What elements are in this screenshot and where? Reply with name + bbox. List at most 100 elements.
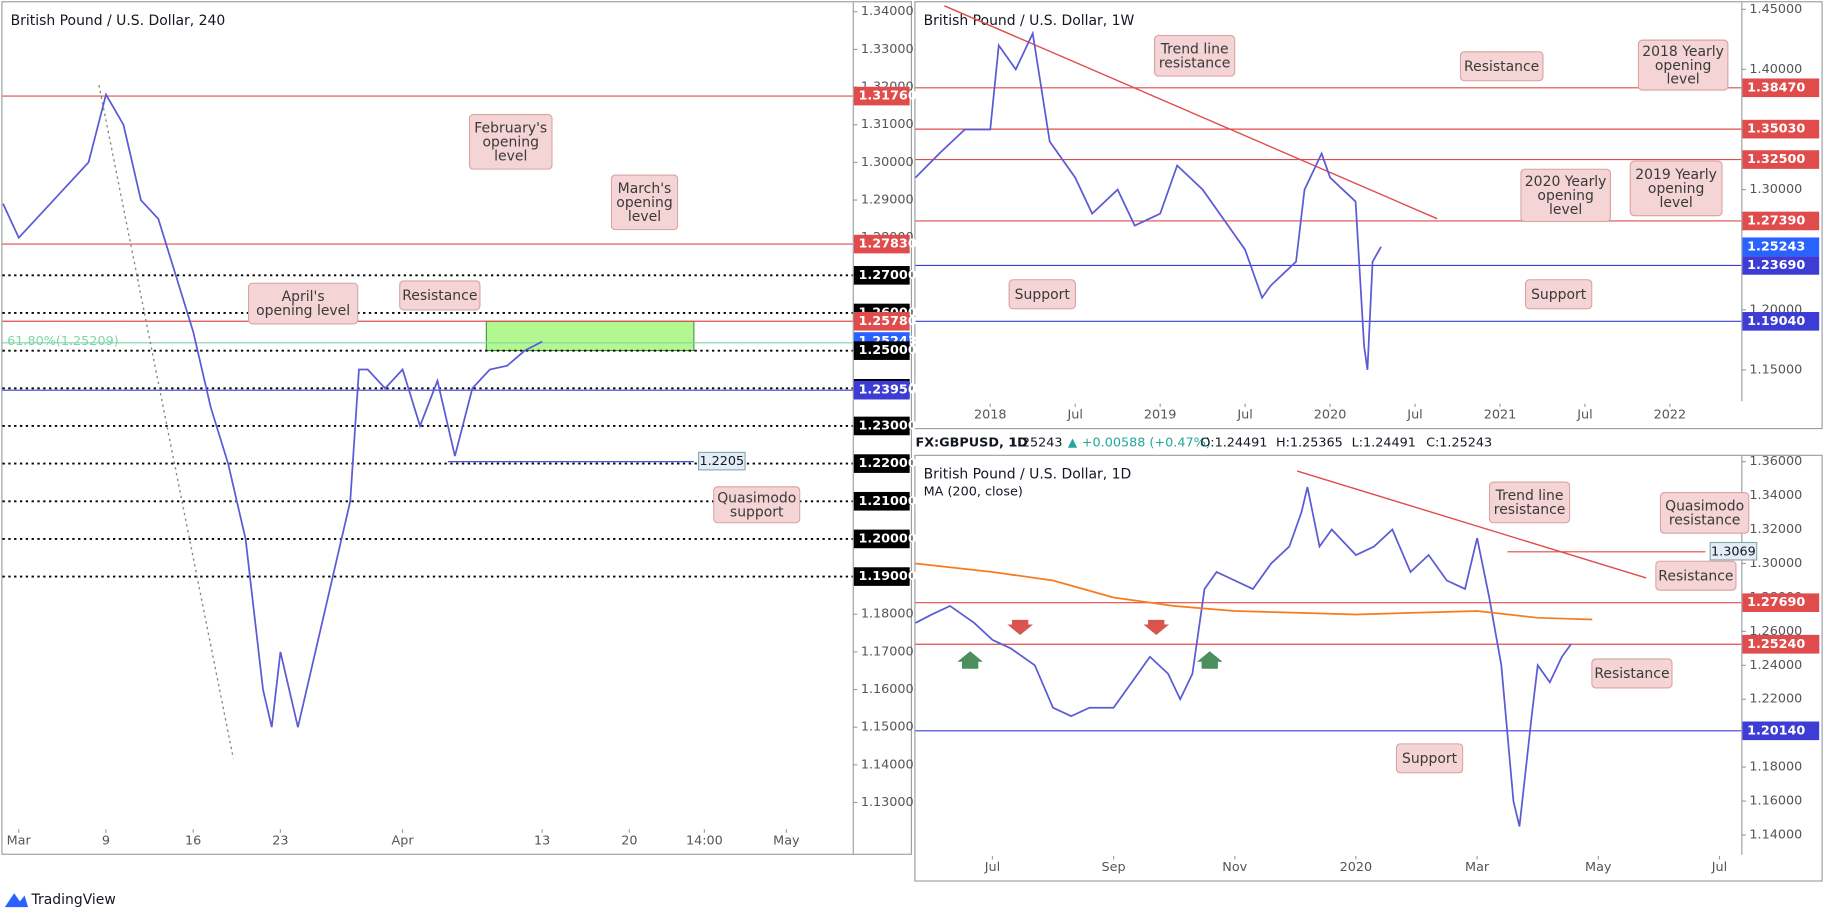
annotation-text: Resistance	[399, 280, 481, 311]
price-label: 1.35030	[1747, 122, 1805, 137]
price-label: 1.19040	[1747, 314, 1805, 329]
price-label: 1.21000	[858, 494, 916, 509]
level-label-box	[697, 451, 746, 471]
price-line	[915, 562, 1593, 621]
up-icon	[1067, 438, 1078, 448]
annotation-text: March's opening level	[610, 174, 679, 231]
price-label-box	[853, 567, 910, 586]
price-label: 1.22000	[858, 456, 916, 471]
x-tick-label: Mar	[7, 833, 32, 848]
x-tick-label: Jul	[1576, 408, 1592, 423]
price-label: 1.25780	[858, 314, 916, 329]
x-tick-label: May	[773, 833, 800, 848]
annotation-text: Trend line resistance	[1488, 481, 1571, 524]
annotation: Resistance	[1591, 658, 1673, 689]
y-tick-label: 1.33000	[861, 42, 914, 57]
x-tick-label: Sep	[1102, 860, 1126, 875]
signal-arrows	[957, 619, 1223, 669]
brand: TradingView	[4, 892, 116, 908]
annotation: April's opening level	[247, 282, 359, 325]
level-label: 1.3069	[1711, 544, 1756, 559]
x-tick-label: Jul	[1236, 408, 1252, 423]
annotation-text: 2019 Yearly opening level	[1629, 160, 1723, 217]
y-tick-label: 1.18000	[861, 607, 914, 622]
annotation: 2018 Yearly opening level	[1637, 39, 1729, 91]
y-tick-label: 1.45000	[1749, 2, 1802, 17]
ohlc: H:1.25365	[1276, 436, 1343, 451]
annotation-text: February's opening level	[468, 113, 553, 170]
x-tick-label: 2018	[974, 408, 1007, 423]
chart-title: British Pound / U.S. Dollar, 1D	[924, 467, 1132, 483]
y-tick-label: 1.29000	[861, 193, 914, 208]
x-tick-label: May	[1585, 860, 1612, 875]
price-line	[915, 486, 1572, 827]
annotation-text: Quasimodo resistance	[1659, 491, 1750, 534]
x-tick-label: Mar	[1465, 860, 1490, 875]
chart-frame	[1, 1, 912, 855]
y-tick-label: 1.15000	[1749, 362, 1802, 377]
price-label-box	[853, 380, 910, 400]
x-tick-label: Nov	[1222, 860, 1247, 875]
x-tick-label: 13	[534, 833, 550, 848]
y-tick-label: 1.16000	[861, 682, 914, 697]
chart-title: British Pound / U.S. Dollar, 240	[11, 13, 226, 29]
price-label-box	[1742, 593, 1820, 613]
annotation-text: Resistance	[1459, 51, 1544, 82]
x-tick-label: 2022	[1654, 408, 1687, 423]
annotation: Resistance	[399, 280, 481, 311]
down-arrow	[1143, 619, 1170, 636]
level-label: 61.80%(1.25209)	[7, 334, 119, 349]
ohlc: O:1.24491	[1200, 436, 1267, 451]
price-label-box	[1742, 256, 1820, 275]
price-label: 1.38470	[1747, 80, 1805, 95]
price-label-box	[1742, 634, 1820, 654]
x-tick-label: Jul	[984, 860, 1000, 875]
y-tick-label: 1.13000	[861, 795, 914, 810]
y-tick-label: 1.24000	[1749, 658, 1802, 673]
price-label-box	[853, 529, 910, 549]
y-tick-label: 1.16000	[1749, 794, 1802, 809]
y-tick-label: 1.34000	[861, 4, 914, 19]
annotation: Trend line resistance	[1153, 34, 1236, 77]
x-tick-label: 16	[185, 833, 201, 848]
price-label: 1.25000	[858, 343, 916, 358]
ohlc: C:1.25243	[1426, 436, 1492, 451]
price-label-box	[853, 234, 910, 254]
price-label-box	[1742, 312, 1820, 331]
chart-subtitle: MA (200, close)	[924, 484, 1023, 499]
annotation: Support	[1524, 279, 1593, 310]
x-tick-label: 9	[102, 833, 110, 848]
annotation: Support	[1008, 279, 1076, 310]
annotation: March's opening level	[610, 174, 679, 231]
y-tick-label: 1.36000	[1749, 454, 1802, 469]
trend-line	[1296, 470, 1647, 579]
annotation: Resistance	[1655, 560, 1737, 591]
annotation: Support	[1395, 743, 1464, 774]
price-label-box	[853, 491, 910, 511]
annotation-text: Support	[1395, 743, 1464, 774]
price-label: 1.27690	[1747, 595, 1805, 610]
y-tick-label: 1.30000	[861, 155, 914, 170]
y-tick-label: 1.31000	[861, 117, 914, 132]
y-tick-label: 1.15000	[861, 720, 914, 735]
price-label: 1.23950	[858, 383, 916, 398]
y-tick-label: 1.18000	[1749, 760, 1802, 775]
y-tick-label: 1.34000	[1749, 488, 1802, 503]
y-tick-label: 1.22000	[1749, 692, 1802, 707]
price-label: 1.32500	[1747, 152, 1805, 167]
price-label-box	[853, 311, 910, 331]
level-label: 1.2205	[699, 454, 744, 469]
annotation-text: Trend line resistance	[1153, 34, 1236, 77]
price-label-box	[853, 341, 910, 360]
price-label: 1.25240	[1747, 637, 1805, 652]
chart-title: British Pound / U.S. Dollar, 1W	[924, 13, 1135, 29]
price-label: 1.20000	[858, 531, 916, 546]
price-label: 1.23690	[1747, 258, 1805, 273]
y-tick-label: 1.17000	[861, 644, 914, 659]
zone	[485, 320, 695, 352]
annotation-text: April's opening level	[247, 282, 359, 325]
y-tick-label: 1.30000	[1749, 182, 1802, 197]
y-tick-label: 1.40000	[1749, 62, 1802, 77]
annotation: Quasimodo resistance	[1659, 491, 1750, 534]
